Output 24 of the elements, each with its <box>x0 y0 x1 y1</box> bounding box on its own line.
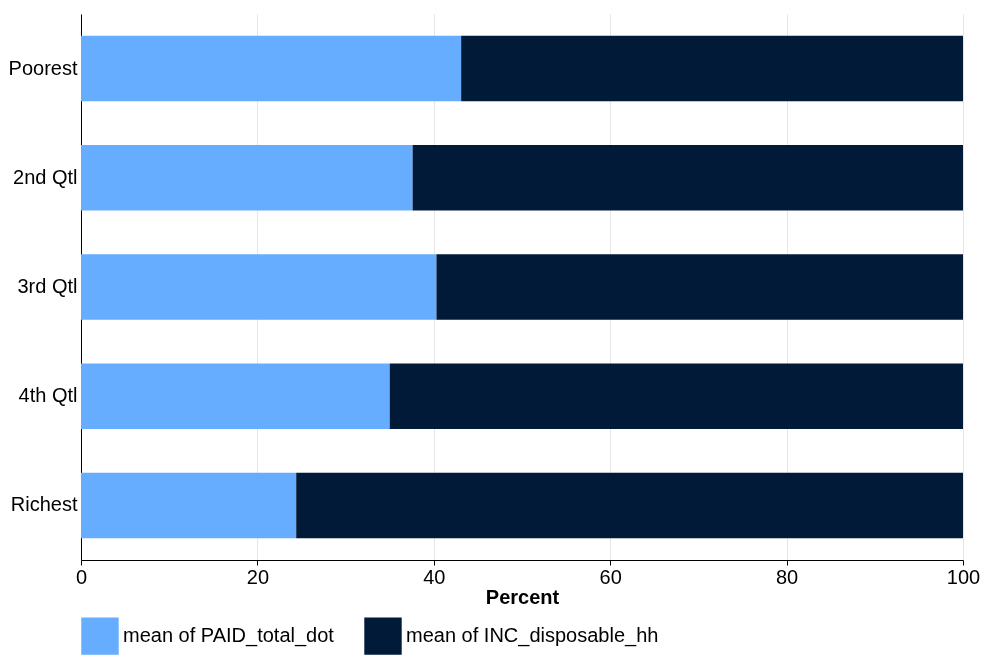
legend-label: mean of INC_disposable_hh <box>406 624 659 648</box>
legend-label: mean of PAID_total_dot <box>123 624 335 648</box>
x-axis-title: Percent <box>485 585 560 608</box>
x-tick-label: 60 <box>599 565 622 588</box>
bar <box>436 254 963 320</box>
x-tick-label: 40 <box>423 565 446 588</box>
y-tick-label: 3rd Qtl <box>17 275 78 297</box>
bar <box>412 145 963 211</box>
x-tick-label: 0 <box>75 565 88 588</box>
bar <box>81 254 437 320</box>
bar <box>81 35 462 102</box>
y-tick-label: Poorest <box>8 56 78 79</box>
y-tick-label: Richest <box>10 493 78 516</box>
bar <box>81 363 390 429</box>
bar <box>81 472 297 539</box>
x-tick-label: 20 <box>246 565 270 588</box>
bar <box>81 145 413 211</box>
bar <box>389 363 963 429</box>
x-tick-label: 80 <box>775 565 799 588</box>
y-tick-label: 2nd Qtl <box>13 165 78 188</box>
bar <box>296 472 963 539</box>
x-tick-label: 100 <box>946 565 981 588</box>
y-tick-label: 4th Qtl <box>18 384 78 407</box>
bar <box>461 35 963 102</box>
